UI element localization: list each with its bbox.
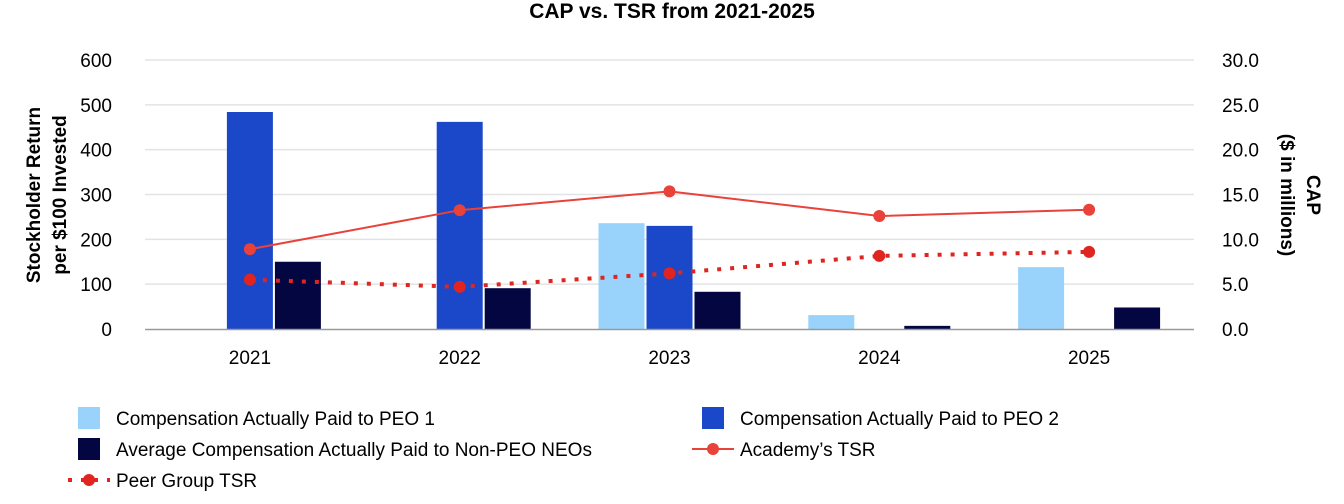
tsr-point bbox=[873, 210, 886, 223]
legend-item: Average Compensation Actually Paid to No… bbox=[78, 438, 592, 461]
legend-marker bbox=[707, 443, 719, 455]
legend: Compensation Actually Paid to PEO 1 Compe… bbox=[68, 407, 1059, 492]
legend-label: Average Compensation Actually Paid to No… bbox=[116, 440, 592, 461]
right-axis-ticks: 0.0 5.0 10.0 15.0 20.0 25.0 30.0 bbox=[1222, 51, 1259, 341]
bar bbox=[1114, 307, 1161, 329]
tsr-point bbox=[873, 249, 886, 262]
legend-item: Compensation Actually Paid to PEO 1 bbox=[78, 407, 435, 430]
right-tick-label: 0.0 bbox=[1222, 320, 1248, 341]
right-tick-label: 30.0 bbox=[1222, 51, 1259, 72]
tsr-point bbox=[243, 273, 256, 286]
legend-item: Compensation Actually Paid to PEO 2 bbox=[702, 407, 1059, 430]
legend-label: Academy’s TSR bbox=[740, 440, 876, 461]
legend-marker bbox=[83, 474, 95, 486]
right-tick-label: 10.0 bbox=[1222, 230, 1259, 251]
left-axis-label-line-1: Stockholder Return bbox=[24, 107, 45, 283]
left-tick-label: 400 bbox=[80, 141, 112, 162]
right-tick-label: 25.0 bbox=[1222, 96, 1259, 117]
tsr-point bbox=[1083, 203, 1096, 216]
x-tick-label: 2024 bbox=[858, 348, 901, 369]
bar bbox=[694, 291, 741, 329]
bars bbox=[226, 112, 1161, 330]
x-tick-label: 2021 bbox=[229, 348, 271, 369]
left-axis-ticks: 0 100 200 300 400 500 600 bbox=[80, 51, 112, 341]
tsr-lines bbox=[243, 185, 1096, 293]
bar bbox=[436, 121, 483, 330]
legend-swatch bbox=[702, 407, 724, 429]
x-tick-label: 2023 bbox=[648, 348, 690, 369]
right-tick-label: 20.0 bbox=[1222, 141, 1259, 162]
left-tick-label: 600 bbox=[80, 51, 112, 72]
right-axis-label-line-2: ($ in millions) bbox=[1276, 134, 1297, 256]
right-tick-label: 5.0 bbox=[1222, 275, 1248, 296]
bar bbox=[484, 288, 531, 329]
tsr-point bbox=[1083, 245, 1096, 258]
legend-label: Compensation Actually Paid to PEO 2 bbox=[740, 409, 1059, 430]
bar bbox=[808, 315, 855, 329]
left-tick-label: 200 bbox=[80, 230, 112, 251]
legend-item: Peer Group TSR bbox=[68, 471, 257, 492]
legend-label: Peer Group TSR bbox=[116, 471, 257, 492]
tsr-point bbox=[453, 204, 466, 217]
left-axis-label-line-2: per $100 Invested bbox=[50, 115, 71, 274]
right-axis-label-line-1: CAP bbox=[1302, 175, 1323, 215]
x-tick-label: 2025 bbox=[1068, 348, 1110, 369]
x-tick-label: 2022 bbox=[439, 348, 481, 369]
tsr-point bbox=[243, 243, 256, 256]
legend-label: Compensation Actually Paid to PEO 1 bbox=[116, 409, 435, 430]
legend-swatch bbox=[78, 438, 100, 460]
right-tick-label: 15.0 bbox=[1222, 186, 1259, 207]
legend-item: Academy’s TSR bbox=[692, 440, 876, 461]
tsr-point bbox=[453, 280, 466, 293]
legend-swatch bbox=[78, 407, 100, 429]
bar bbox=[1018, 267, 1065, 329]
left-tick-label: 0 bbox=[101, 320, 112, 341]
bar bbox=[598, 223, 645, 329]
left-tick-label: 500 bbox=[80, 96, 112, 117]
tsr-point bbox=[663, 267, 676, 280]
left-tick-label: 300 bbox=[80, 186, 112, 207]
bar bbox=[226, 112, 273, 329]
left-tick-label: 100 bbox=[80, 275, 112, 296]
bar bbox=[274, 261, 321, 329]
tsr-point bbox=[663, 185, 676, 198]
bar bbox=[904, 325, 951, 329]
chart-title: CAP vs. TSR from 2021-2025 bbox=[529, 0, 815, 23]
x-axis-ticks: 2021 2022 2023 2024 2025 bbox=[229, 348, 1110, 369]
